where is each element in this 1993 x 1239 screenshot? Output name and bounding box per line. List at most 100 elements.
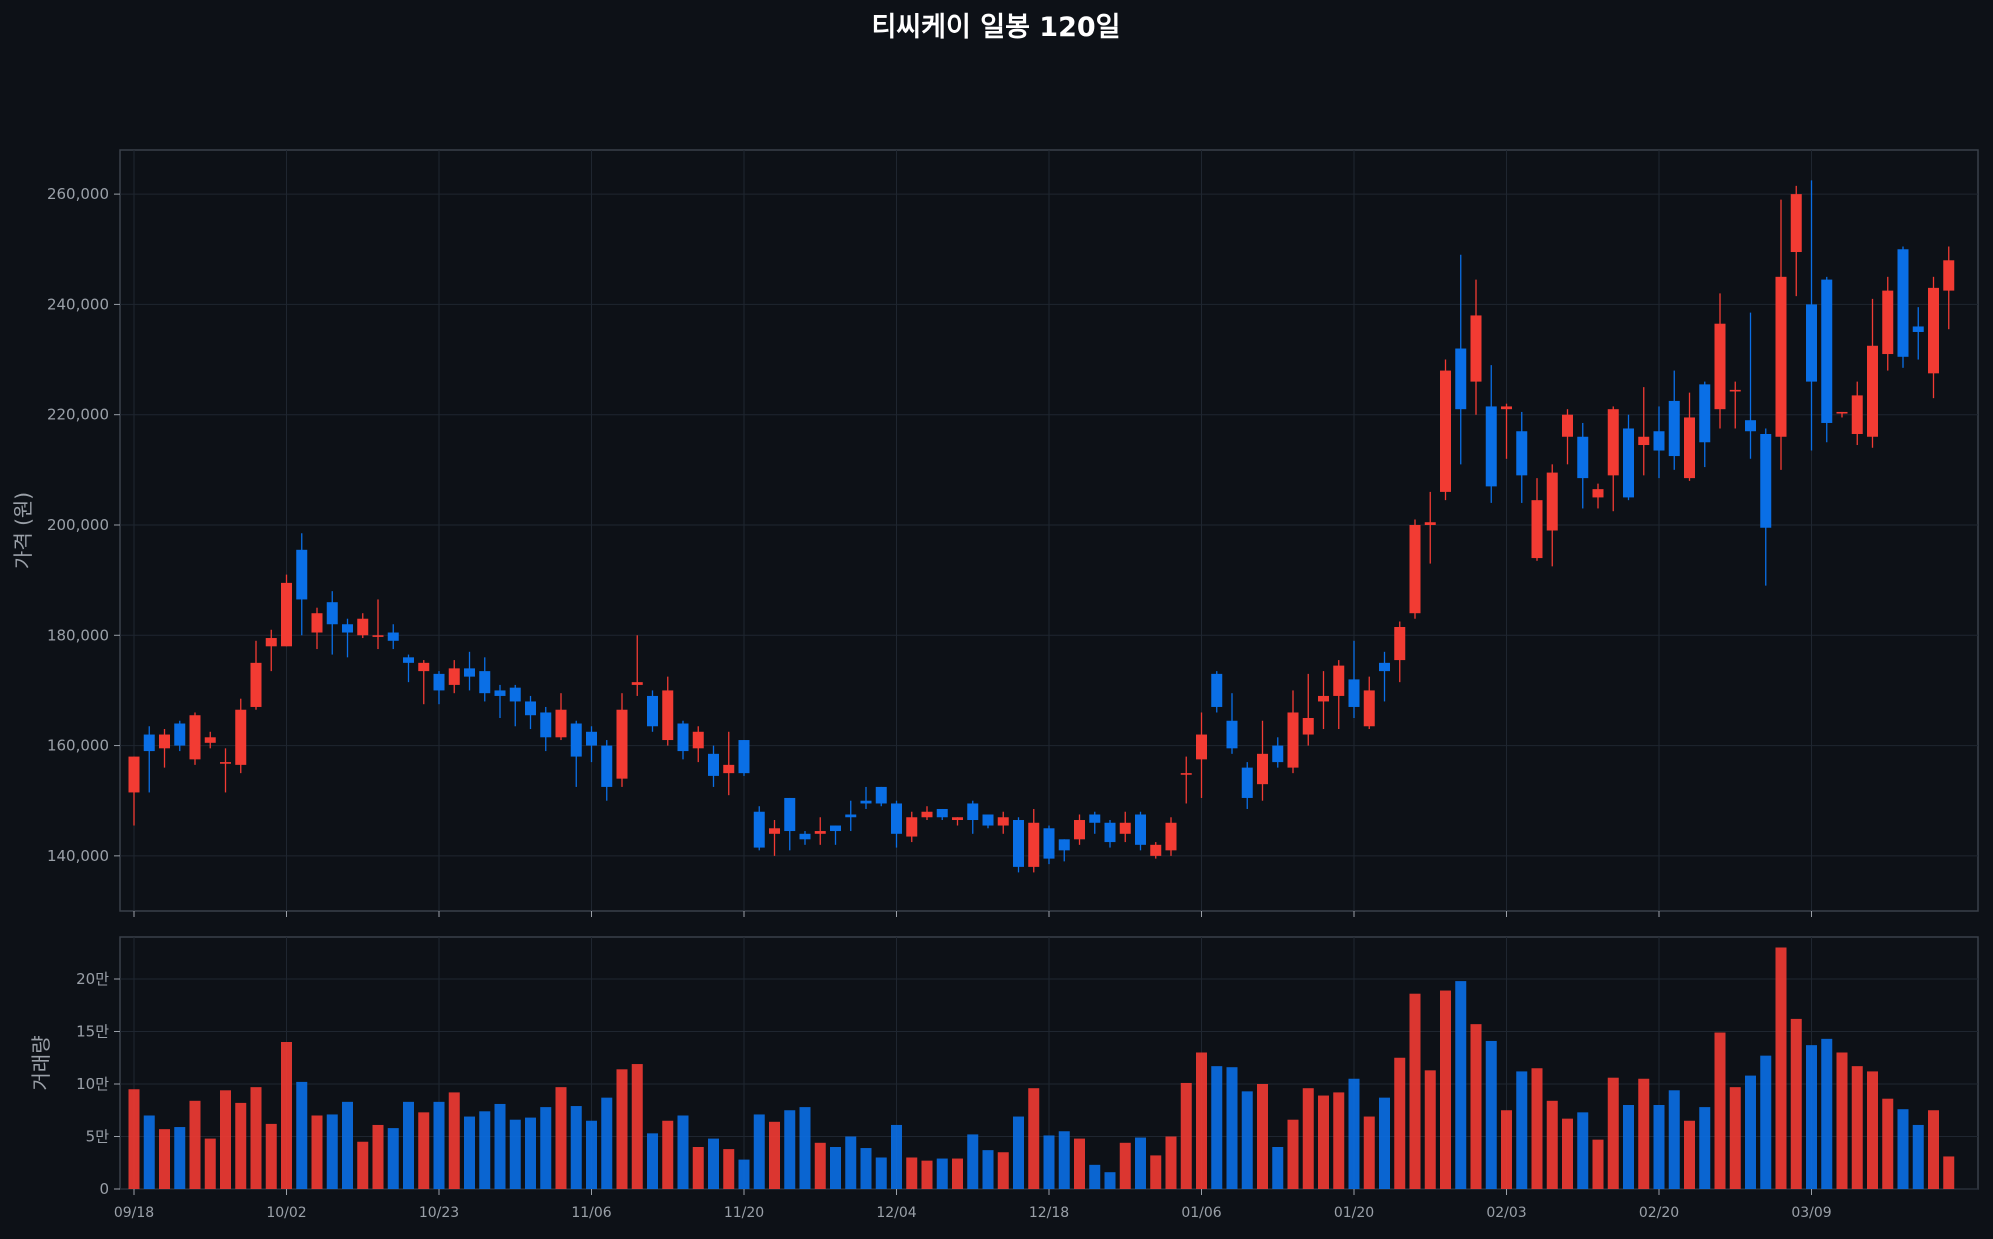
candle-body-up: [1531, 500, 1543, 559]
volume-bar-down: [1653, 1105, 1665, 1189]
candle-body-up: [814, 831, 826, 834]
candle-body-down: [464, 668, 475, 677]
candle-body-up: [1302, 717, 1314, 735]
volume-bar-up: [1501, 1110, 1512, 1189]
candle-body-down: [1455, 348, 1467, 410]
volume-bar-up: [1028, 1088, 1040, 1189]
volume-bar-up: [1714, 1032, 1726, 1189]
price-tick-label: 180,000: [47, 626, 109, 644]
volume-bar-up: [555, 1087, 567, 1189]
candle-body-up: [1928, 287, 1939, 374]
volume-bar-up: [1592, 1139, 1604, 1189]
candle-body-up: [1790, 194, 1802, 253]
volume-bar-down: [464, 1116, 475, 1189]
candle-body-up: [1333, 665, 1345, 696]
price-tick-label: 200,000: [47, 516, 109, 534]
volume-bar-down: [1821, 1038, 1833, 1189]
volume-tick-label: 10만: [76, 1075, 109, 1093]
date-tick-label: 11/20: [724, 1205, 764, 1221]
candle-body-down: [509, 687, 521, 702]
date-tick-label: 02/20: [1639, 1205, 1679, 1221]
volume-bar-up: [1180, 1082, 1192, 1189]
candle-body-down: [1135, 814, 1146, 845]
volume-bar-up: [1638, 1078, 1650, 1189]
volume-bar-up: [189, 1100, 201, 1189]
candle-body-up: [1546, 472, 1558, 531]
volume-bar-up: [1196, 1052, 1207, 1189]
volume-bar-up: [723, 1149, 735, 1189]
candle-body-up: [555, 709, 567, 738]
candle-body-up: [1714, 323, 1726, 410]
candle-body-up: [1424, 522, 1436, 525]
candle-body-down: [982, 814, 994, 826]
candle-body-down: [936, 808, 948, 818]
volume-bar-up: [631, 1064, 643, 1189]
volume-bar-down: [1516, 1071, 1528, 1189]
candle-body-up: [1836, 411, 1848, 414]
volume-bar-down: [1043, 1135, 1055, 1189]
volume-bar-up: [952, 1158, 963, 1189]
candle-body-down: [326, 602, 338, 625]
volume-bar-up: [1302, 1088, 1314, 1189]
price-tick-label: 160,000: [47, 737, 109, 755]
volume-bar-up: [1531, 1068, 1543, 1189]
volume-bar-up: [1729, 1087, 1741, 1189]
candle-body-down: [296, 549, 308, 600]
volume-bar-up: [662, 1120, 674, 1189]
candle-body-down: [845, 814, 857, 818]
volume-bar-down: [601, 1097, 613, 1189]
volume-bar-down: [1668, 1090, 1680, 1189]
volume-bar-up: [616, 1069, 628, 1189]
candle-body-up: [631, 682, 643, 685]
volume-bar-up: [1440, 990, 1451, 1189]
volume-bar-up: [1424, 1070, 1436, 1189]
volume-bar-down: [1485, 1040, 1497, 1189]
candle-body-down: [1760, 433, 1772, 528]
candle-body-up: [1150, 844, 1162, 856]
volume-bar-up: [769, 1121, 780, 1189]
volume-bar-down: [875, 1157, 887, 1189]
volume-bar-down: [1623, 1105, 1634, 1189]
volume-bar-down: [525, 1117, 536, 1189]
volume-bar-down: [1745, 1075, 1756, 1189]
volume-bar-up: [1882, 1098, 1894, 1189]
candle-body-down: [1912, 326, 1924, 332]
candle-body-up: [265, 638, 277, 647]
price-panel: 140,000 160,000 180,000 200,000 220,000 240,0…: [11, 149, 1979, 917]
candle-body-down: [586, 731, 597, 746]
candle-body-up: [1165, 822, 1177, 851]
candle-body-down: [647, 695, 658, 727]
price-tick-label: 140,000: [47, 847, 109, 865]
price-tick-label: 240,000: [47, 295, 109, 313]
candle-body-up: [692, 731, 704, 749]
volume-axis-label: 거래량: [29, 1035, 53, 1090]
candle-body-down: [1668, 400, 1680, 457]
volume-bar-up: [692, 1147, 704, 1189]
candle-body-up: [1882, 290, 1894, 355]
volume-bar-down: [1104, 1172, 1116, 1189]
candle-body-down: [174, 723, 186, 746]
volume-bar-up: [921, 1160, 933, 1189]
volume-bar-down: [1272, 1147, 1284, 1189]
volume-bar-up: [906, 1157, 918, 1189]
candle-body-up: [921, 811, 933, 818]
date-tick-label: 12/18: [1029, 1205, 1069, 1221]
volume-bar-up: [1287, 1119, 1299, 1189]
candle-body-down: [677, 723, 689, 752]
candle-body-up: [372, 635, 384, 637]
candle-body-down: [1623, 428, 1634, 498]
volume-bar-up: [1150, 1155, 1162, 1189]
volume-bar-down: [570, 1106, 582, 1189]
candle-body-up: [1729, 389, 1741, 392]
volume-bar-down: [433, 1101, 445, 1189]
candle-body-up: [281, 582, 292, 647]
candle-body-down: [433, 673, 445, 691]
candle-body-down: [1104, 822, 1116, 843]
volume-tick-label: 20만: [76, 970, 109, 988]
candle-body-down: [1272, 745, 1284, 763]
candle-body-down: [1806, 304, 1817, 382]
candle-body-down: [1211, 673, 1223, 707]
candle-body-up: [1607, 409, 1619, 476]
candle-body-up: [723, 764, 735, 774]
volume-bar-down: [860, 1148, 872, 1189]
